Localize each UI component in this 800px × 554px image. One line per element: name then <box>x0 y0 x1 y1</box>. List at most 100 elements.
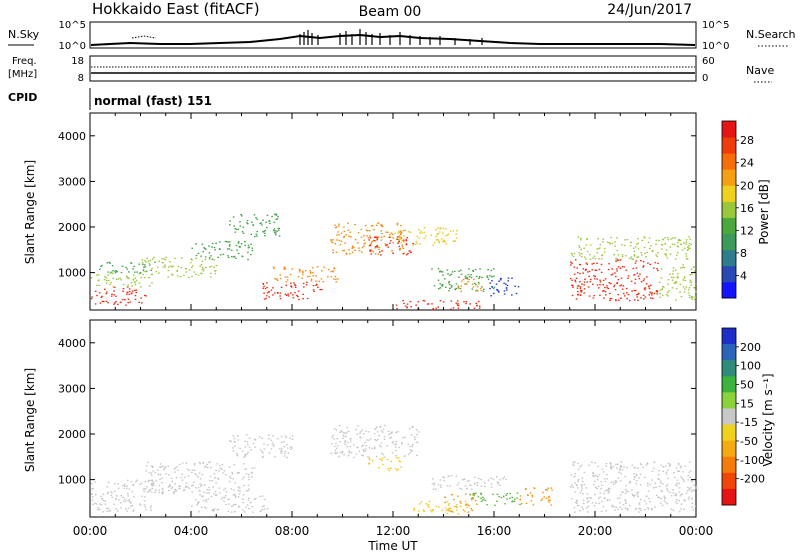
echo-region <box>90 272 153 288</box>
echo-cell <box>129 505 132 507</box>
echo-cell <box>640 260 642 262</box>
echo-cell <box>112 277 114 280</box>
echo-cell <box>192 484 194 486</box>
echo-cell <box>343 454 346 456</box>
echo-cell <box>482 496 484 498</box>
echo-cell <box>690 243 692 246</box>
echo-cell <box>291 438 294 440</box>
echo-cell <box>651 294 653 296</box>
x-tick-label: 12:00 <box>376 524 411 538</box>
echo-cell <box>349 446 352 448</box>
echo-cell <box>130 262 133 264</box>
echo-cell <box>672 267 675 269</box>
echo-cell <box>651 250 653 252</box>
echo-cell <box>631 489 633 491</box>
echo-cell <box>636 256 638 259</box>
echo-cell <box>465 301 468 303</box>
echo-cell <box>370 438 372 440</box>
echo-cell <box>210 265 213 267</box>
echo-cell <box>617 508 619 510</box>
echo-cell <box>114 302 116 304</box>
echo-cell <box>455 287 458 290</box>
echo-cell <box>463 478 466 480</box>
echo-cell <box>579 287 582 289</box>
echo-cell <box>666 257 669 259</box>
echo-cell <box>262 282 264 285</box>
echo-cell <box>131 290 134 292</box>
echo-cell <box>274 234 277 236</box>
echo-cell <box>419 232 421 234</box>
echo-cell <box>285 281 288 283</box>
echo-cell <box>577 236 580 238</box>
echo-cell <box>144 488 147 490</box>
echo-cell <box>648 237 651 239</box>
echo-cell <box>433 285 436 287</box>
echo-cell <box>151 282 153 284</box>
nave-tick-top: 60 <box>702 56 715 67</box>
echo-cell <box>395 455 397 457</box>
echo-cell <box>545 489 547 491</box>
echo-cell <box>676 245 679 247</box>
echo-cell <box>349 440 352 442</box>
echo-region <box>413 500 469 515</box>
echo-cell <box>666 484 669 486</box>
echo-cell <box>456 484 459 486</box>
echo-cell <box>677 277 679 279</box>
echo-cell <box>213 508 216 510</box>
echo-cell <box>262 283 265 285</box>
echo-cell <box>133 282 136 284</box>
echo-cell <box>224 487 227 489</box>
echo-cell <box>661 504 664 506</box>
echo-cell <box>229 475 231 478</box>
echo-cell <box>248 446 251 448</box>
echo-cell <box>471 288 474 290</box>
echo-cell <box>279 292 282 294</box>
echo-cell <box>676 254 678 256</box>
echo-cell <box>173 492 175 495</box>
echo-cell <box>199 478 202 480</box>
echo-cell <box>309 272 312 274</box>
echo-cell <box>504 503 506 505</box>
echo-cell <box>240 215 243 217</box>
echo-cell <box>647 507 649 509</box>
echo-cell <box>107 302 109 304</box>
echo-cell <box>507 277 510 279</box>
echo-cell <box>681 266 684 269</box>
echo-cell <box>644 476 646 478</box>
echo-cell <box>338 225 340 227</box>
echo-cell <box>658 478 660 481</box>
echo-cell <box>602 284 604 286</box>
echo-cell <box>236 249 238 251</box>
echo-cell <box>338 425 341 427</box>
echo-cell <box>341 452 343 454</box>
echo-cell <box>580 484 583 486</box>
echo-cell <box>131 504 134 507</box>
colorbar-segment <box>722 488 736 506</box>
echo-cell <box>234 227 236 230</box>
echo-cell <box>640 509 642 511</box>
echo-cell <box>274 277 277 280</box>
echo-cell <box>685 286 688 288</box>
echo-cell <box>233 225 235 227</box>
echo-cell <box>588 464 590 466</box>
echo-cell <box>580 485 583 487</box>
echo-cell <box>599 244 602 246</box>
echo-region <box>229 434 294 458</box>
echo-cell <box>626 509 629 511</box>
echo-cell <box>215 482 217 484</box>
echo-cell <box>126 275 128 277</box>
colorbar-segment <box>722 137 736 154</box>
echo-cell <box>127 284 129 286</box>
echo-cell <box>277 216 279 218</box>
echo-cell <box>334 449 337 451</box>
echo-cell <box>582 499 585 501</box>
echo-cell <box>224 474 227 476</box>
echo-cell <box>359 431 362 433</box>
echo-cell <box>191 265 194 267</box>
echo-cell <box>601 254 603 257</box>
echo-cell <box>659 482 662 484</box>
echo-cell <box>231 473 234 475</box>
echo-cell <box>266 508 269 510</box>
nsearch-tick-bottom: 10^0 <box>702 41 729 52</box>
